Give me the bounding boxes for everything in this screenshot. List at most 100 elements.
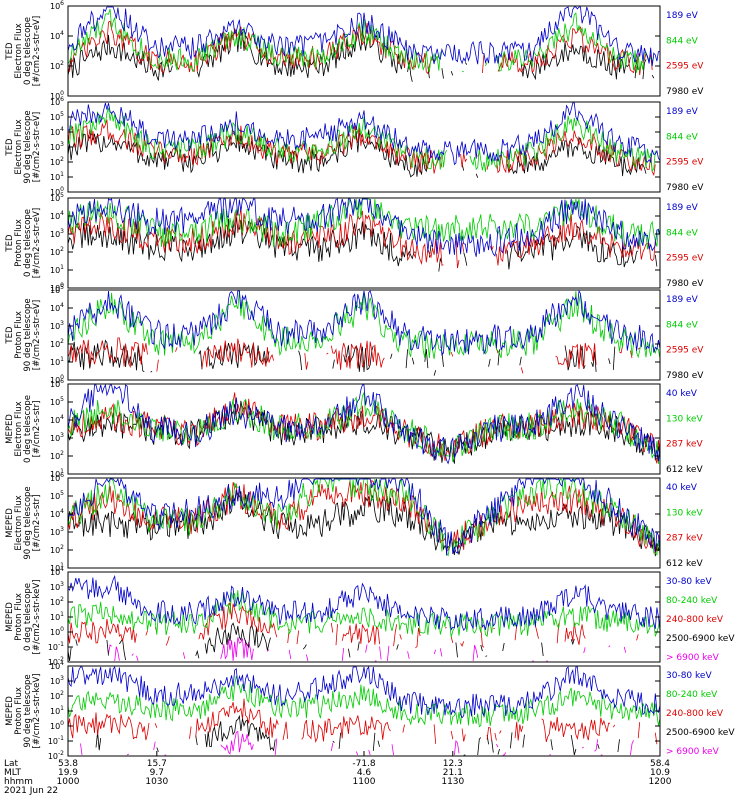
y-tick-label: 10-2	[48, 656, 64, 667]
panel-ted-proton-90: 100 101 102 103 104 105 TED Proton Flux 90 deg t…	[5, 284, 704, 385]
series-line-ted-proton-90-3	[68, 290, 660, 356]
y-tick-label: 104	[50, 30, 64, 41]
y-axis-label: MEPED	[5, 508, 15, 538]
y-axis-label: 90 deg telescope	[23, 486, 33, 559]
legend-entry: 2500-6900 keV	[666, 634, 735, 644]
y-axis-label: [#/cm2-s-str-keV]	[32, 580, 42, 655]
y-axis-label: Electron Flux	[14, 23, 24, 78]
legend-entry: 189 eV	[666, 203, 699, 213]
x-row-label: hhmm	[4, 777, 33, 787]
series-line-ted-proton-0-1	[68, 207, 656, 269]
y-tick-label: 105	[50, 396, 64, 407]
panel-meped-electron-0: 101 102 103 104 105 106 MEPED Electron Flux 0 de…	[5, 378, 703, 479]
y-tick-label: 102	[50, 450, 64, 461]
y-tick-label: 100	[50, 374, 64, 385]
y-axis-label: [#/cm2-s-str]	[32, 495, 42, 552]
legend-entry: 40 keV	[666, 483, 698, 493]
legend-entry: 844 eV	[666, 132, 699, 142]
y-tick-label: 101	[50, 171, 64, 182]
legend-entry: 2500-6900 keV	[666, 728, 735, 738]
y-tick-label: 101	[50, 264, 64, 275]
series-line-meped-proton-90-2	[68, 698, 658, 745]
x-tick-hhmm: 1200	[649, 777, 672, 787]
panel-frame	[67, 571, 661, 663]
legend-entry: 2595 eV	[666, 158, 704, 168]
series-line-meped-proton-0-3	[68, 590, 660, 638]
y-tick-label: 104	[50, 566, 64, 577]
y-axis-label: MEPED	[5, 414, 15, 444]
panel-meped-electron-90: 101 102 103 104 105 106 MEPED Electron Flux 90 d…	[5, 472, 703, 573]
legend-entry: 287 keV	[666, 440, 703, 450]
series-line-ted-proton-0-0	[68, 217, 658, 272]
x-row-label: Lat	[4, 759, 19, 769]
x-tick-hhmm: 1030	[145, 777, 168, 787]
legend-entry: 844 eV	[666, 320, 699, 330]
x-tick-lat: 12.3	[443, 759, 463, 769]
y-axis-label: MEPED	[5, 602, 15, 632]
panel-frame	[67, 477, 661, 569]
series-line-meped-electron-0-3	[68, 384, 660, 465]
y-tick-label: 10-2	[48, 750, 64, 761]
y-tick-label: 101	[50, 468, 64, 479]
panel-frame	[67, 5, 661, 97]
legend-entry: 130 keV	[666, 414, 703, 424]
y-axis-label: 0 deg telescope	[23, 395, 33, 463]
series-line-meped-proton-90-4	[68, 666, 660, 719]
y-axis-label: 90 deg telescope	[23, 110, 33, 183]
legend-entry: 30-80 keV	[666, 671, 712, 681]
panel-meped-proton-0: 10-2 10-1 100 101 102 103 104 MEPED Proton Flux 0…	[5, 566, 735, 667]
y-axis-label: 0 deg telescope	[23, 17, 33, 85]
y-tick-label: 102	[50, 156, 64, 167]
y-tick-label: 10-1	[48, 641, 64, 652]
legend-entry: > 6900 keV	[666, 747, 720, 757]
panel-frame	[67, 665, 661, 757]
y-axis-label: MEPED	[5, 696, 15, 726]
y-axis-label: Proton Flux	[14, 687, 24, 735]
legend-entry: 130 keV	[666, 508, 703, 518]
y-tick-label: 101	[50, 562, 64, 573]
series-line-meped-proton-0-4	[68, 574, 660, 632]
legend-entry: 240-800 keV	[666, 615, 724, 625]
y-axis-label: Electron Flux	[14, 495, 24, 550]
panel-ted-proton-0: 100 101 102 103 104 105 TED Proton Flux 0 deg te…	[5, 192, 704, 293]
x-tick-mlt: 4.6	[357, 768, 372, 778]
y-tick-label: 101	[50, 356, 64, 367]
x-tick-mlt: 10.9	[650, 768, 670, 778]
x-tick-hhmm: 1130	[441, 777, 464, 787]
x-tick-lat: -71.8	[352, 759, 376, 769]
legend-entry: 189 eV	[666, 11, 699, 21]
series-line-meped-proton-90-3	[68, 675, 660, 728]
y-tick-label: 103	[50, 675, 64, 686]
series-line-meped-proton-90-1	[96, 716, 660, 755]
panel-frame	[67, 289, 661, 381]
legend-entry: 612 keV	[666, 465, 703, 475]
y-tick-label: 100	[50, 626, 64, 637]
y-axis-label: Electron Flux	[14, 401, 24, 456]
legend-entry: 80-240 keV	[666, 690, 718, 700]
y-tick-label: 103	[50, 228, 64, 239]
y-tick-label: 102	[50, 246, 64, 257]
y-axis-label: Proton Flux	[14, 311, 24, 359]
y-tick-label: 102	[50, 596, 64, 607]
panel-ted-electron-0: 100 102 104 106 TED Electron Flux 0 deg telesc…	[5, 0, 704, 101]
legend-entry: 7980 eV	[666, 279, 704, 289]
x-tick-lat: 15.7	[147, 759, 167, 769]
legend-entry: 844 eV	[666, 228, 699, 238]
x-row-label: MLT	[4, 768, 22, 778]
y-axis-label: TED	[5, 42, 15, 61]
y-tick-label: 103	[50, 141, 64, 152]
legend-entry: 844 eV	[666, 36, 699, 46]
legend-entry: 7980 eV	[666, 183, 704, 193]
legend-entry: 189 eV	[666, 107, 699, 117]
y-tick-label: 101	[50, 611, 64, 622]
y-axis-label: Proton Flux	[14, 593, 24, 641]
y-tick-label: 100	[50, 90, 64, 101]
y-tick-label: 106	[50, 0, 64, 11]
panel-frame	[67, 383, 661, 475]
date-label: 2021 Jun 22	[4, 786, 58, 796]
y-tick-label: 105	[50, 284, 64, 295]
legend-entry: 189 eV	[666, 295, 699, 305]
x-tick-mlt: 9.7	[150, 768, 164, 778]
panel-meped-proton-90: 10-2 10-1 100 101 102 103 104 MEPED Proton Flux 9…	[5, 660, 735, 761]
